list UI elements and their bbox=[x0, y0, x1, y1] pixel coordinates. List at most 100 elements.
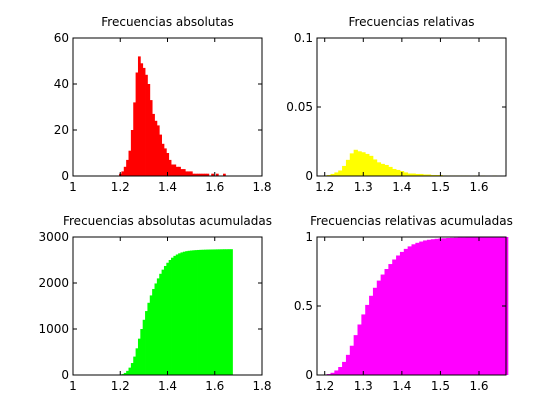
bar bbox=[126, 370, 129, 375]
bar bbox=[488, 237, 493, 375]
bar bbox=[342, 361, 347, 375]
bar bbox=[147, 84, 151, 176]
bar bbox=[480, 237, 486, 375]
bar bbox=[227, 249, 231, 375]
chart-title: Frecuencias relativas acumuladas bbox=[310, 214, 513, 228]
bar bbox=[201, 173, 205, 176]
bar bbox=[218, 249, 222, 375]
bar bbox=[154, 120, 158, 176]
x-tick-label: 1.5 bbox=[431, 180, 450, 194]
bar bbox=[173, 255, 177, 375]
bar bbox=[197, 249, 200, 375]
bar bbox=[147, 302, 151, 375]
bar bbox=[419, 241, 424, 375]
bar bbox=[137, 338, 141, 375]
bar bbox=[211, 173, 214, 176]
bar bbox=[384, 164, 389, 176]
bar bbox=[161, 143, 165, 176]
bar bbox=[133, 102, 136, 176]
bar bbox=[192, 173, 196, 176]
bar bbox=[388, 264, 393, 375]
x-tick-label: 1.6 bbox=[205, 379, 224, 393]
y-tick-label: 0 bbox=[305, 169, 313, 183]
bar bbox=[392, 168, 397, 176]
bar bbox=[140, 329, 144, 375]
x-tick-label: 1.4 bbox=[158, 379, 177, 393]
bar bbox=[453, 237, 459, 375]
x-tick-label: 1.5 bbox=[431, 379, 450, 393]
y-tick-label: 0.5 bbox=[294, 299, 313, 313]
chart-title: Frecuencias absolutas acumuladas bbox=[63, 214, 272, 228]
y-tick-label: 3000 bbox=[38, 230, 69, 244]
bar bbox=[152, 288, 155, 375]
bar bbox=[349, 153, 355, 176]
bar bbox=[156, 125, 160, 176]
bar bbox=[372, 159, 378, 176]
bar bbox=[334, 370, 339, 375]
bar bbox=[161, 269, 165, 375]
y-tick-label: 20 bbox=[54, 123, 69, 137]
bar bbox=[357, 151, 362, 176]
bar bbox=[180, 169, 184, 176]
bar bbox=[438, 238, 443, 375]
bar bbox=[137, 56, 141, 176]
bar bbox=[208, 249, 212, 375]
bar bbox=[206, 173, 210, 176]
bar bbox=[384, 269, 389, 375]
bar bbox=[215, 173, 219, 176]
bar bbox=[123, 166, 127, 176]
bar bbox=[156, 278, 160, 375]
x-tick-label: 1 bbox=[69, 180, 77, 194]
bar bbox=[345, 354, 351, 375]
bar bbox=[145, 311, 148, 375]
bar bbox=[194, 173, 198, 176]
chart-title: Frecuencias absolutas bbox=[101, 15, 233, 29]
bar bbox=[388, 166, 393, 176]
bar bbox=[465, 237, 470, 375]
y-tick-label: 0 bbox=[305, 368, 313, 382]
bar bbox=[192, 250, 196, 375]
bar bbox=[128, 150, 132, 176]
y-tick-label: 60 bbox=[54, 31, 69, 45]
bar bbox=[189, 250, 193, 375]
bar bbox=[349, 345, 355, 375]
x-tick-label: 1.6 bbox=[469, 379, 488, 393]
x-tick-label: 1.2 bbox=[315, 180, 334, 194]
x-tick-label: 1 bbox=[69, 379, 77, 393]
bar bbox=[189, 171, 193, 176]
bar bbox=[199, 249, 203, 375]
bar bbox=[182, 169, 186, 176]
x-tick-label: 1.6 bbox=[205, 180, 224, 194]
bar bbox=[403, 172, 409, 176]
bar bbox=[175, 166, 179, 176]
bar bbox=[171, 164, 174, 176]
bar bbox=[128, 367, 132, 375]
bar bbox=[204, 173, 207, 176]
bar bbox=[484, 237, 490, 375]
bar bbox=[211, 249, 214, 375]
bar bbox=[461, 237, 466, 375]
bar bbox=[168, 260, 172, 375]
bar bbox=[369, 155, 374, 176]
bar bbox=[411, 244, 416, 375]
bar bbox=[361, 314, 366, 375]
bar bbox=[223, 249, 226, 375]
bar bbox=[178, 166, 181, 176]
bar bbox=[477, 237, 482, 375]
bar bbox=[206, 249, 210, 375]
bar bbox=[185, 171, 188, 176]
bar bbox=[187, 171, 191, 176]
bar bbox=[353, 149, 358, 176]
bar bbox=[338, 367, 343, 375]
bar bbox=[426, 239, 432, 375]
x-tick-label: 1.8 bbox=[252, 379, 271, 393]
bar bbox=[415, 173, 420, 176]
subplot-1: 1 1.2 1.4 1.6 1.8 0 20 40 60 Frecuencias absoluta… bbox=[54, 15, 272, 194]
bar bbox=[426, 174, 432, 176]
bar bbox=[338, 170, 343, 176]
x-tick-label: 1.4 bbox=[158, 180, 177, 194]
y-tick-label: 2000 bbox=[38, 276, 69, 290]
bar bbox=[496, 237, 501, 375]
bar bbox=[135, 72, 139, 176]
